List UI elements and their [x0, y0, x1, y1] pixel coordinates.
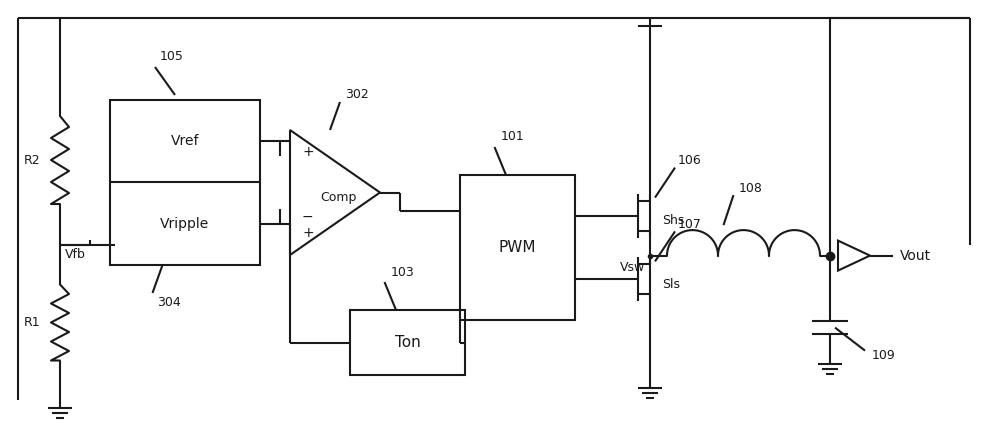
Text: PWM: PWM — [499, 240, 536, 255]
Text: 302: 302 — [345, 89, 369, 101]
Text: +: + — [302, 226, 314, 240]
Text: Vripple: Vripple — [160, 217, 210, 231]
Bar — [110, 100, 260, 265]
Text: R1: R1 — [23, 316, 40, 329]
Text: Vref: Vref — [171, 134, 199, 148]
Text: Vout: Vout — [900, 249, 931, 263]
Text: Vsw: Vsw — [620, 261, 645, 274]
Text: 103: 103 — [390, 266, 414, 278]
Text: Shs: Shs — [662, 214, 684, 227]
Text: 304: 304 — [158, 296, 181, 309]
Text: 109: 109 — [872, 349, 896, 362]
Text: R2: R2 — [23, 153, 40, 166]
Text: −: − — [302, 210, 314, 224]
Text: +: + — [302, 145, 314, 159]
Bar — [460, 175, 575, 320]
Text: 101: 101 — [500, 131, 524, 143]
Bar — [350, 310, 465, 375]
Text: 105: 105 — [160, 51, 184, 63]
Text: 107: 107 — [678, 218, 702, 231]
Text: Comp: Comp — [320, 191, 356, 204]
Text: Vfb: Vfb — [65, 248, 86, 261]
Text: Ton: Ton — [395, 335, 420, 350]
Text: 108: 108 — [738, 182, 762, 194]
Text: 106: 106 — [678, 154, 702, 167]
Text: Sls: Sls — [662, 278, 680, 291]
